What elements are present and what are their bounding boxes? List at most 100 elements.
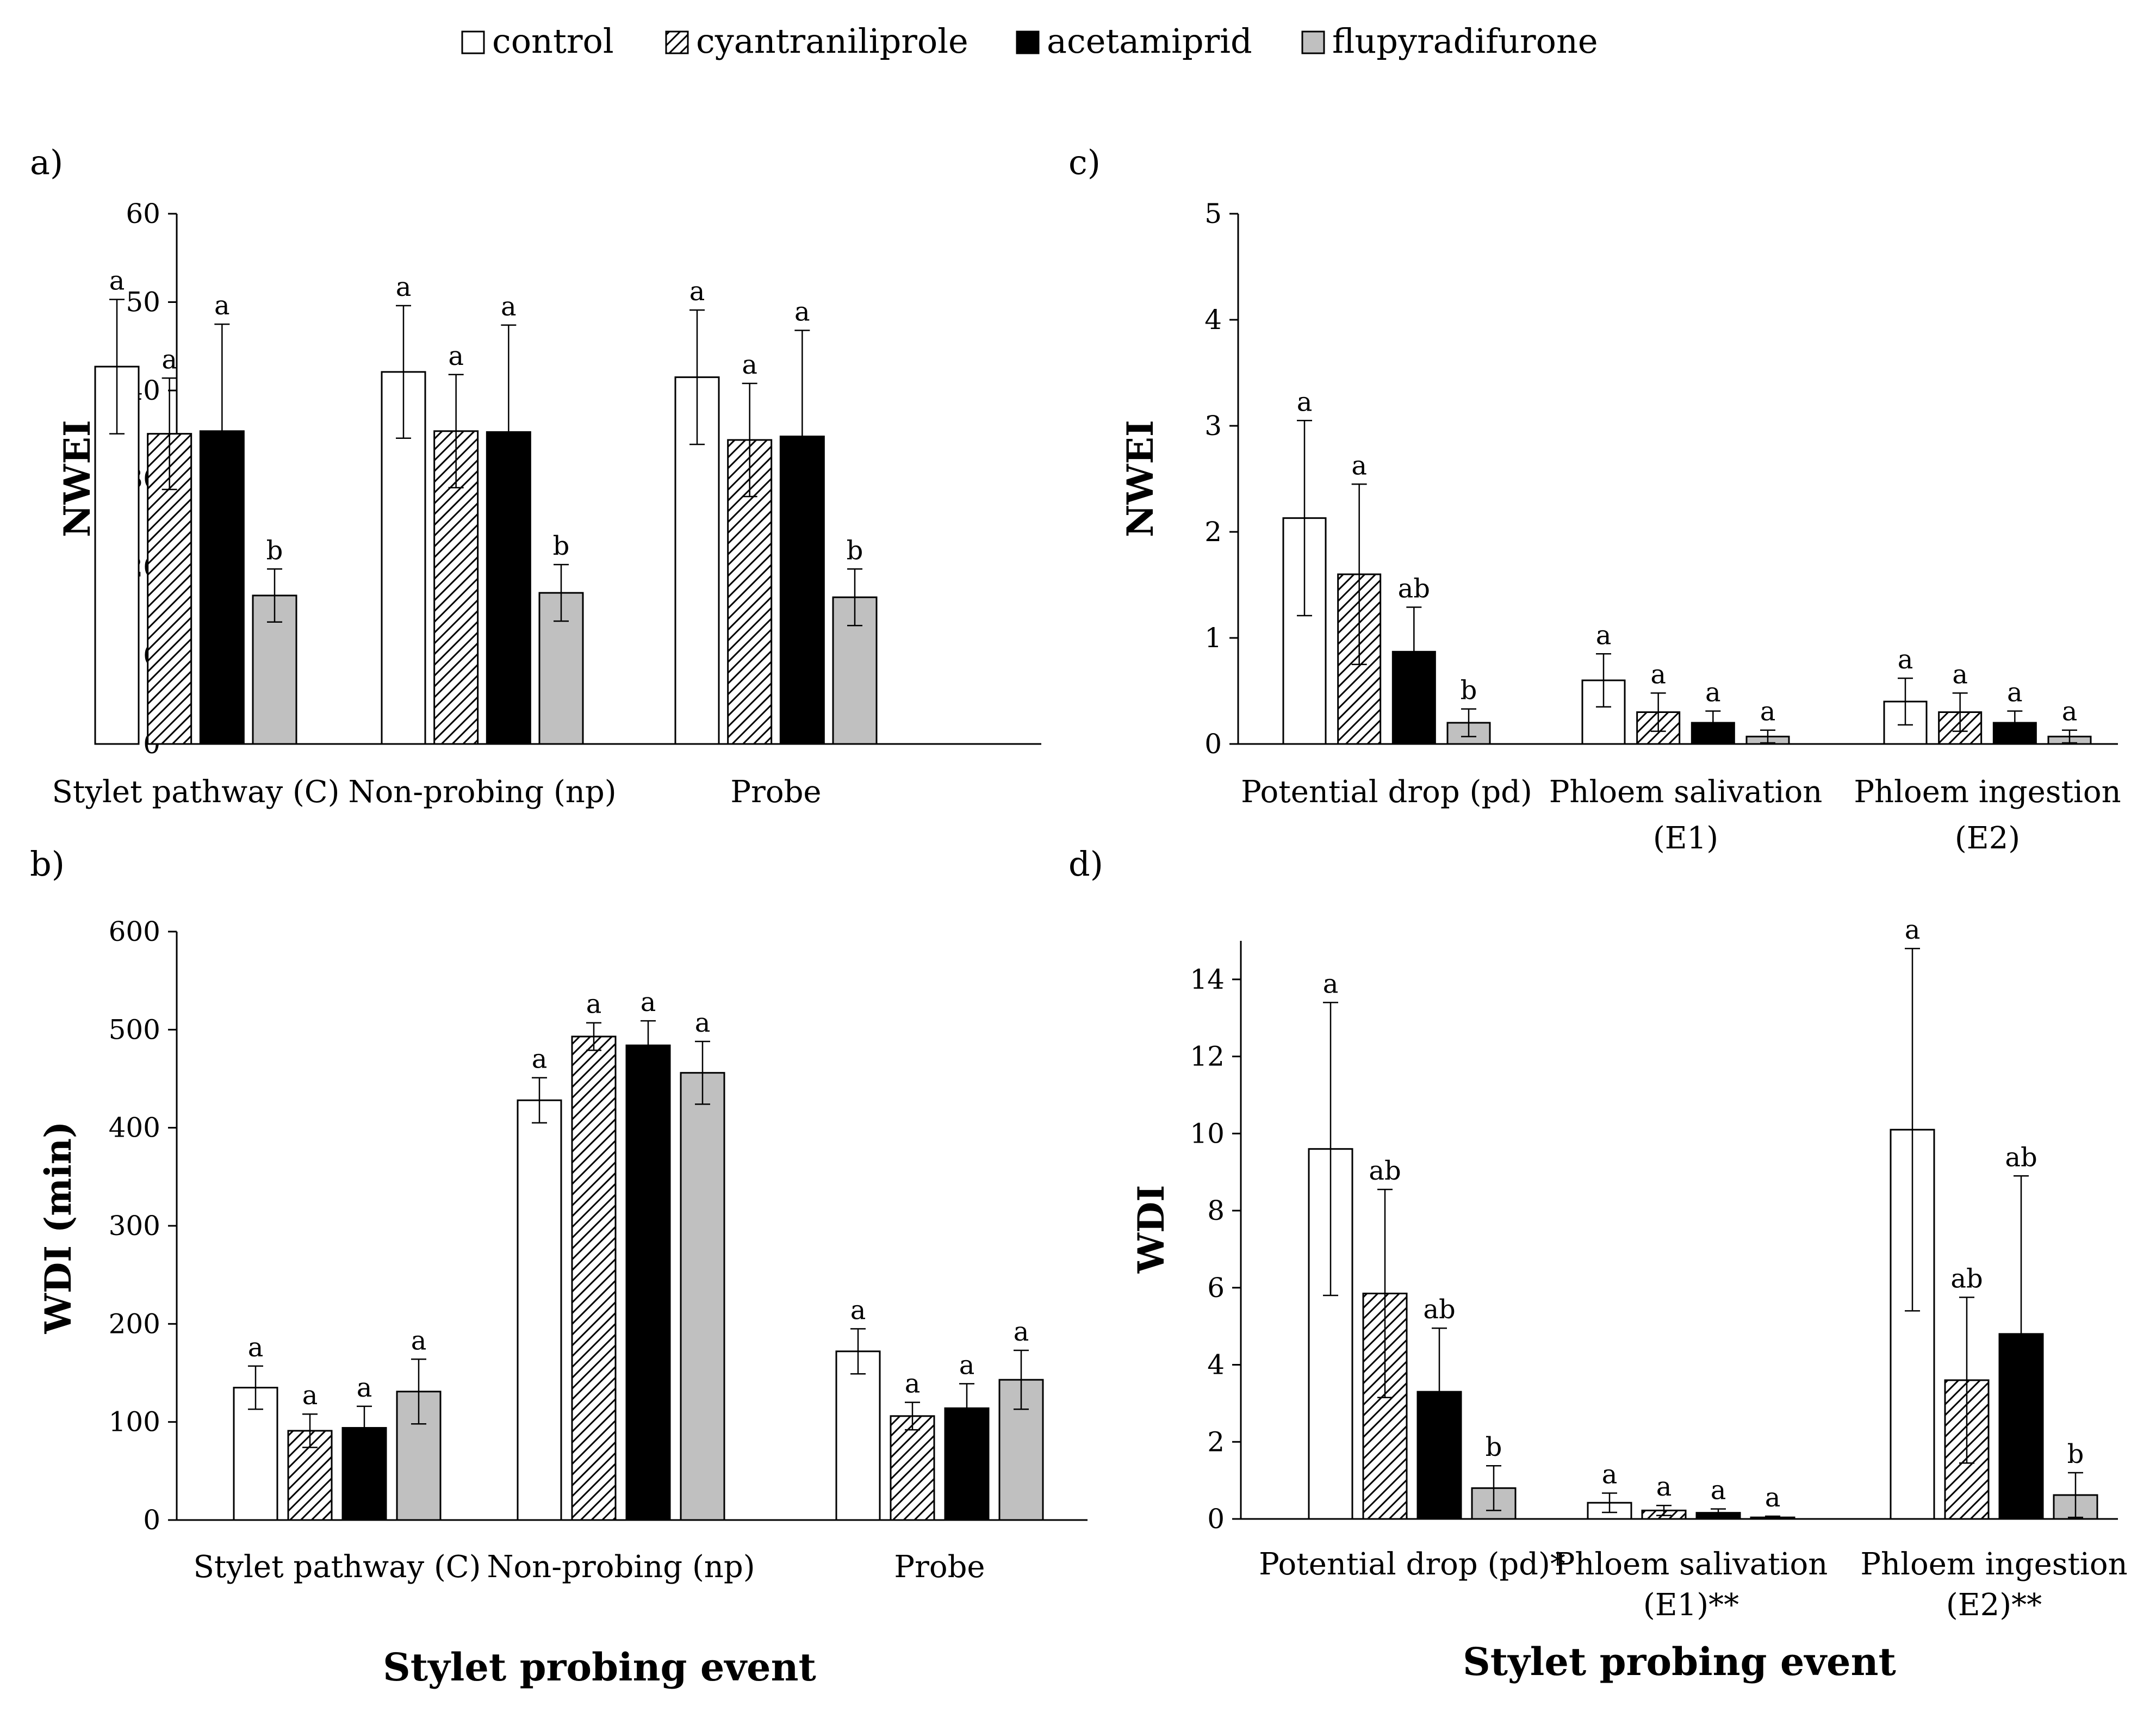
legend-label-cyantraniliprole: cyantraniliprole (696, 21, 968, 61)
significance-letter: ab (1369, 1156, 1401, 1186)
x-category-label: Probe (894, 1549, 985, 1585)
y-tick-label: 0 (143, 1504, 160, 1536)
y-axis-label: NWEI (1119, 420, 1161, 537)
y-tick-label: 3 (1204, 410, 1222, 442)
bar-flupyradifurone (680, 1072, 725, 1521)
significance-letter: ab (1423, 1294, 1455, 1325)
bar-cyantraniliprole (571, 1035, 617, 1521)
bar-cyantraniliprole (890, 1415, 935, 1521)
significance-letter: a (850, 1295, 866, 1325)
y-axis-label: WDI (min) (37, 1121, 79, 1335)
significance-letter: a (1905, 915, 1921, 945)
y-tick-label: 12 (1190, 1041, 1225, 1072)
significance-letter: b (1461, 675, 1477, 706)
y-axis-label: NWEI (56, 420, 98, 537)
y-tick-label: 2 (1207, 1426, 1225, 1457)
y-tick-label: 4 (1207, 1349, 1225, 1381)
panel-label: c) (1068, 142, 1101, 182)
significance-letter: a (161, 344, 177, 375)
y-tick-label: 600 (109, 916, 160, 947)
y-tick-label: 300 (109, 1210, 160, 1242)
y-tick-label: 5 (1204, 198, 1222, 229)
chart-panel-a: a)0102030405060NWEIaaabStylet pathway (C… (30, 142, 1041, 810)
x-category-label: Probe (730, 774, 821, 810)
x-category-label: (E1)** (1643, 1587, 1739, 1623)
legend-swatch-cyantraniliprole (665, 30, 689, 54)
bar-acetamiprid (625, 1044, 671, 1521)
significance-letter: a (501, 291, 517, 322)
significance-letter: a (214, 290, 230, 321)
x-category-label: Phloem ingestion (1854, 774, 2121, 810)
significance-letter: a (695, 1008, 711, 1038)
significance-letter: b (1486, 1432, 1502, 1462)
significance-letter: a (794, 297, 810, 327)
y-tick-label: 400 (109, 1112, 160, 1144)
significance-letter: b (2067, 1439, 2084, 1469)
bar-control (517, 1099, 562, 1521)
significance-letter: a (742, 350, 757, 380)
significance-letter: a (248, 1332, 264, 1363)
legend-label-flupyradifurone: flupyradifurone (1332, 21, 1598, 61)
x-category-label: (E1) (1653, 821, 1718, 856)
x-category-label: (E2)** (1946, 1587, 2042, 1623)
panel-label: b) (30, 844, 65, 884)
x-category-label: Potential drop (pd) (1241, 774, 1532, 810)
legend-swatch-control (461, 30, 485, 54)
significance-letter: a (1898, 644, 1913, 675)
y-tick-label: 60 (126, 198, 160, 229)
x-category-label: Stylet pathway (C) (52, 774, 340, 810)
significance-letter: ab (1398, 573, 1430, 604)
x-category-label: Potential drop (pd)* (1259, 1547, 1565, 1582)
significance-letter: ab (1950, 1264, 1983, 1294)
x-category-label: Phloem ingestion (1860, 1547, 2127, 1582)
y-tick-label: 8 (1207, 1195, 1225, 1226)
legend-swatch-acetamiprid (1016, 30, 1040, 54)
significance-letter: a (905, 1369, 921, 1399)
significance-letter: b (266, 535, 283, 566)
significance-letter: a (641, 987, 656, 1018)
y-tick-label: 0 (1204, 728, 1222, 760)
significance-letter: ab (2005, 1142, 2037, 1173)
significance-letter: a (1014, 1317, 1029, 1347)
x-axis-label: Stylet probing event (383, 1645, 816, 1690)
chart-panels: a)0102030405060NWEIaaabStylet pathway (C… (30, 142, 2128, 1690)
chart-panel-b: b) 0 100 200 300 400 500 600 WDI (min) a a a a Stylet… (30, 844, 1088, 1690)
significance-letter: a (1596, 620, 1612, 650)
significance-letter: a (2062, 697, 2078, 727)
significance-letter: a (689, 276, 705, 307)
x-category-label: (E2) (1955, 821, 2020, 856)
significance-letter: a (1760, 697, 1776, 727)
y-tick-label: 50 (126, 287, 160, 318)
significance-letter: a (1656, 1472, 1672, 1502)
significance-letter: a (109, 266, 125, 296)
significance-letter: a (396, 272, 412, 302)
x-category-label: Stylet pathway (C) (194, 1549, 481, 1585)
y-tick-label: 10 (1190, 1118, 1225, 1149)
panel-label: d) (1068, 844, 1103, 884)
significance-letter: b (847, 535, 863, 566)
significance-letter: a (586, 989, 602, 1020)
legend-swatch-flupyradifurone (1301, 30, 1325, 54)
x-category-label: Non-probing (np) (348, 774, 616, 810)
x-category-label: Phloem salivation (1549, 774, 1823, 810)
significance-letter: a (1351, 450, 1367, 481)
y-tick-label: 14 (1190, 964, 1225, 995)
significance-letter: a (1650, 659, 1666, 690)
significance-letter: a (1323, 969, 1339, 999)
significance-letter: a (1602, 1460, 1618, 1490)
significance-letter: a (1711, 1475, 1726, 1506)
y-tick-label: 4 (1204, 304, 1222, 336)
y-tick-label: 1 (1204, 622, 1222, 654)
significance-letter: a (1705, 678, 1721, 708)
significance-letter: a (959, 1350, 975, 1380)
significance-letter: a (1297, 387, 1313, 417)
chart-panel-c: c) 0 1 2 3 4 5 NWEI a a ab b Potential drop (pd) a a a a… (1068, 142, 2121, 856)
bar-cyantraniliprole (287, 1430, 333, 1521)
legend-label-control: control (492, 21, 614, 61)
y-tick-label: 0 (1207, 1503, 1225, 1535)
significance-letter: a (532, 1044, 548, 1075)
significance-letter: a (302, 1380, 318, 1411)
legend-label-acetamiprid: acetamiprid (1047, 21, 1252, 61)
